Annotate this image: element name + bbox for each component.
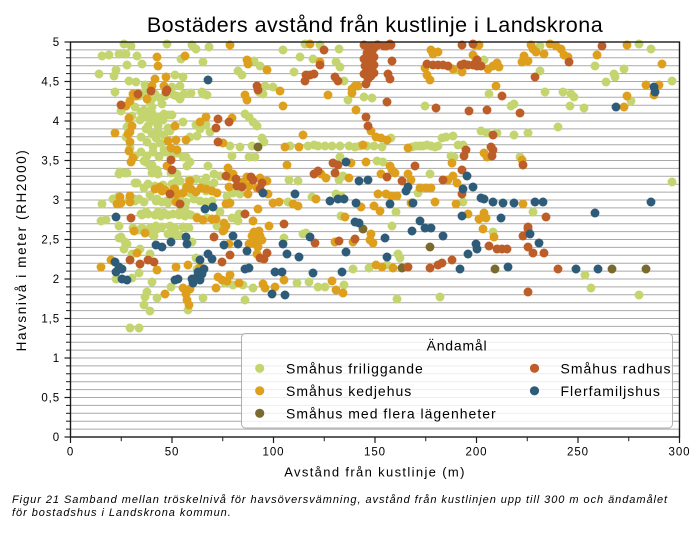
svg-text:Småhus radhus: Småhus radhus bbox=[561, 360, 672, 376]
svg-text:Flerfamiljshus: Flerfamiljshus bbox=[561, 383, 661, 399]
svg-text:5: 5 bbox=[53, 37, 60, 49]
svg-text:2,5: 2,5 bbox=[41, 235, 60, 247]
svg-text:Småhus med flera lägenheter: Småhus med flera lägenheter bbox=[286, 405, 497, 421]
svg-text:Bostäders avstånd från kustlin: Bostäders avstånd från kustlinje i Lands… bbox=[147, 13, 603, 37]
svg-text:300: 300 bbox=[669, 447, 691, 459]
svg-text:1,5: 1,5 bbox=[41, 314, 60, 326]
svg-text:0: 0 bbox=[53, 432, 60, 444]
svg-text:Ändamål: Ändamål bbox=[427, 338, 488, 354]
svg-text:100: 100 bbox=[263, 447, 285, 459]
svg-text:3: 3 bbox=[53, 195, 60, 207]
svg-text:Havsnivå i meter (RH2000): Havsnivå i meter (RH2000) bbox=[14, 149, 29, 352]
svg-text:2: 2 bbox=[53, 274, 60, 286]
svg-text:4: 4 bbox=[53, 116, 60, 128]
svg-text:Avstånd från kustlinje (m): Avstånd från kustlinje (m) bbox=[284, 465, 466, 480]
svg-text:Småhus friliggande: Småhus friliggande bbox=[286, 360, 424, 376]
svg-text:Figur 21 Samband mellan tröske: Figur 21 Samband mellan tröskelnivå för … bbox=[12, 494, 668, 506]
svg-text:Småhus kedjehus: Småhus kedjehus bbox=[286, 383, 412, 399]
svg-text:250: 250 bbox=[567, 447, 589, 459]
svg-text:150: 150 bbox=[364, 447, 386, 459]
svg-text:50: 50 bbox=[165, 447, 180, 459]
svg-text:0,5: 0,5 bbox=[41, 393, 60, 405]
svg-text:0: 0 bbox=[67, 447, 74, 459]
svg-text:3,5: 3,5 bbox=[41, 156, 60, 168]
svg-text:1: 1 bbox=[53, 353, 60, 365]
svg-text:200: 200 bbox=[466, 447, 488, 459]
svg-text:4,5: 4,5 bbox=[41, 77, 60, 89]
svg-text:för bostadshus i Landskrona ko: för bostadshus i Landskrona kommun. bbox=[12, 507, 232, 519]
